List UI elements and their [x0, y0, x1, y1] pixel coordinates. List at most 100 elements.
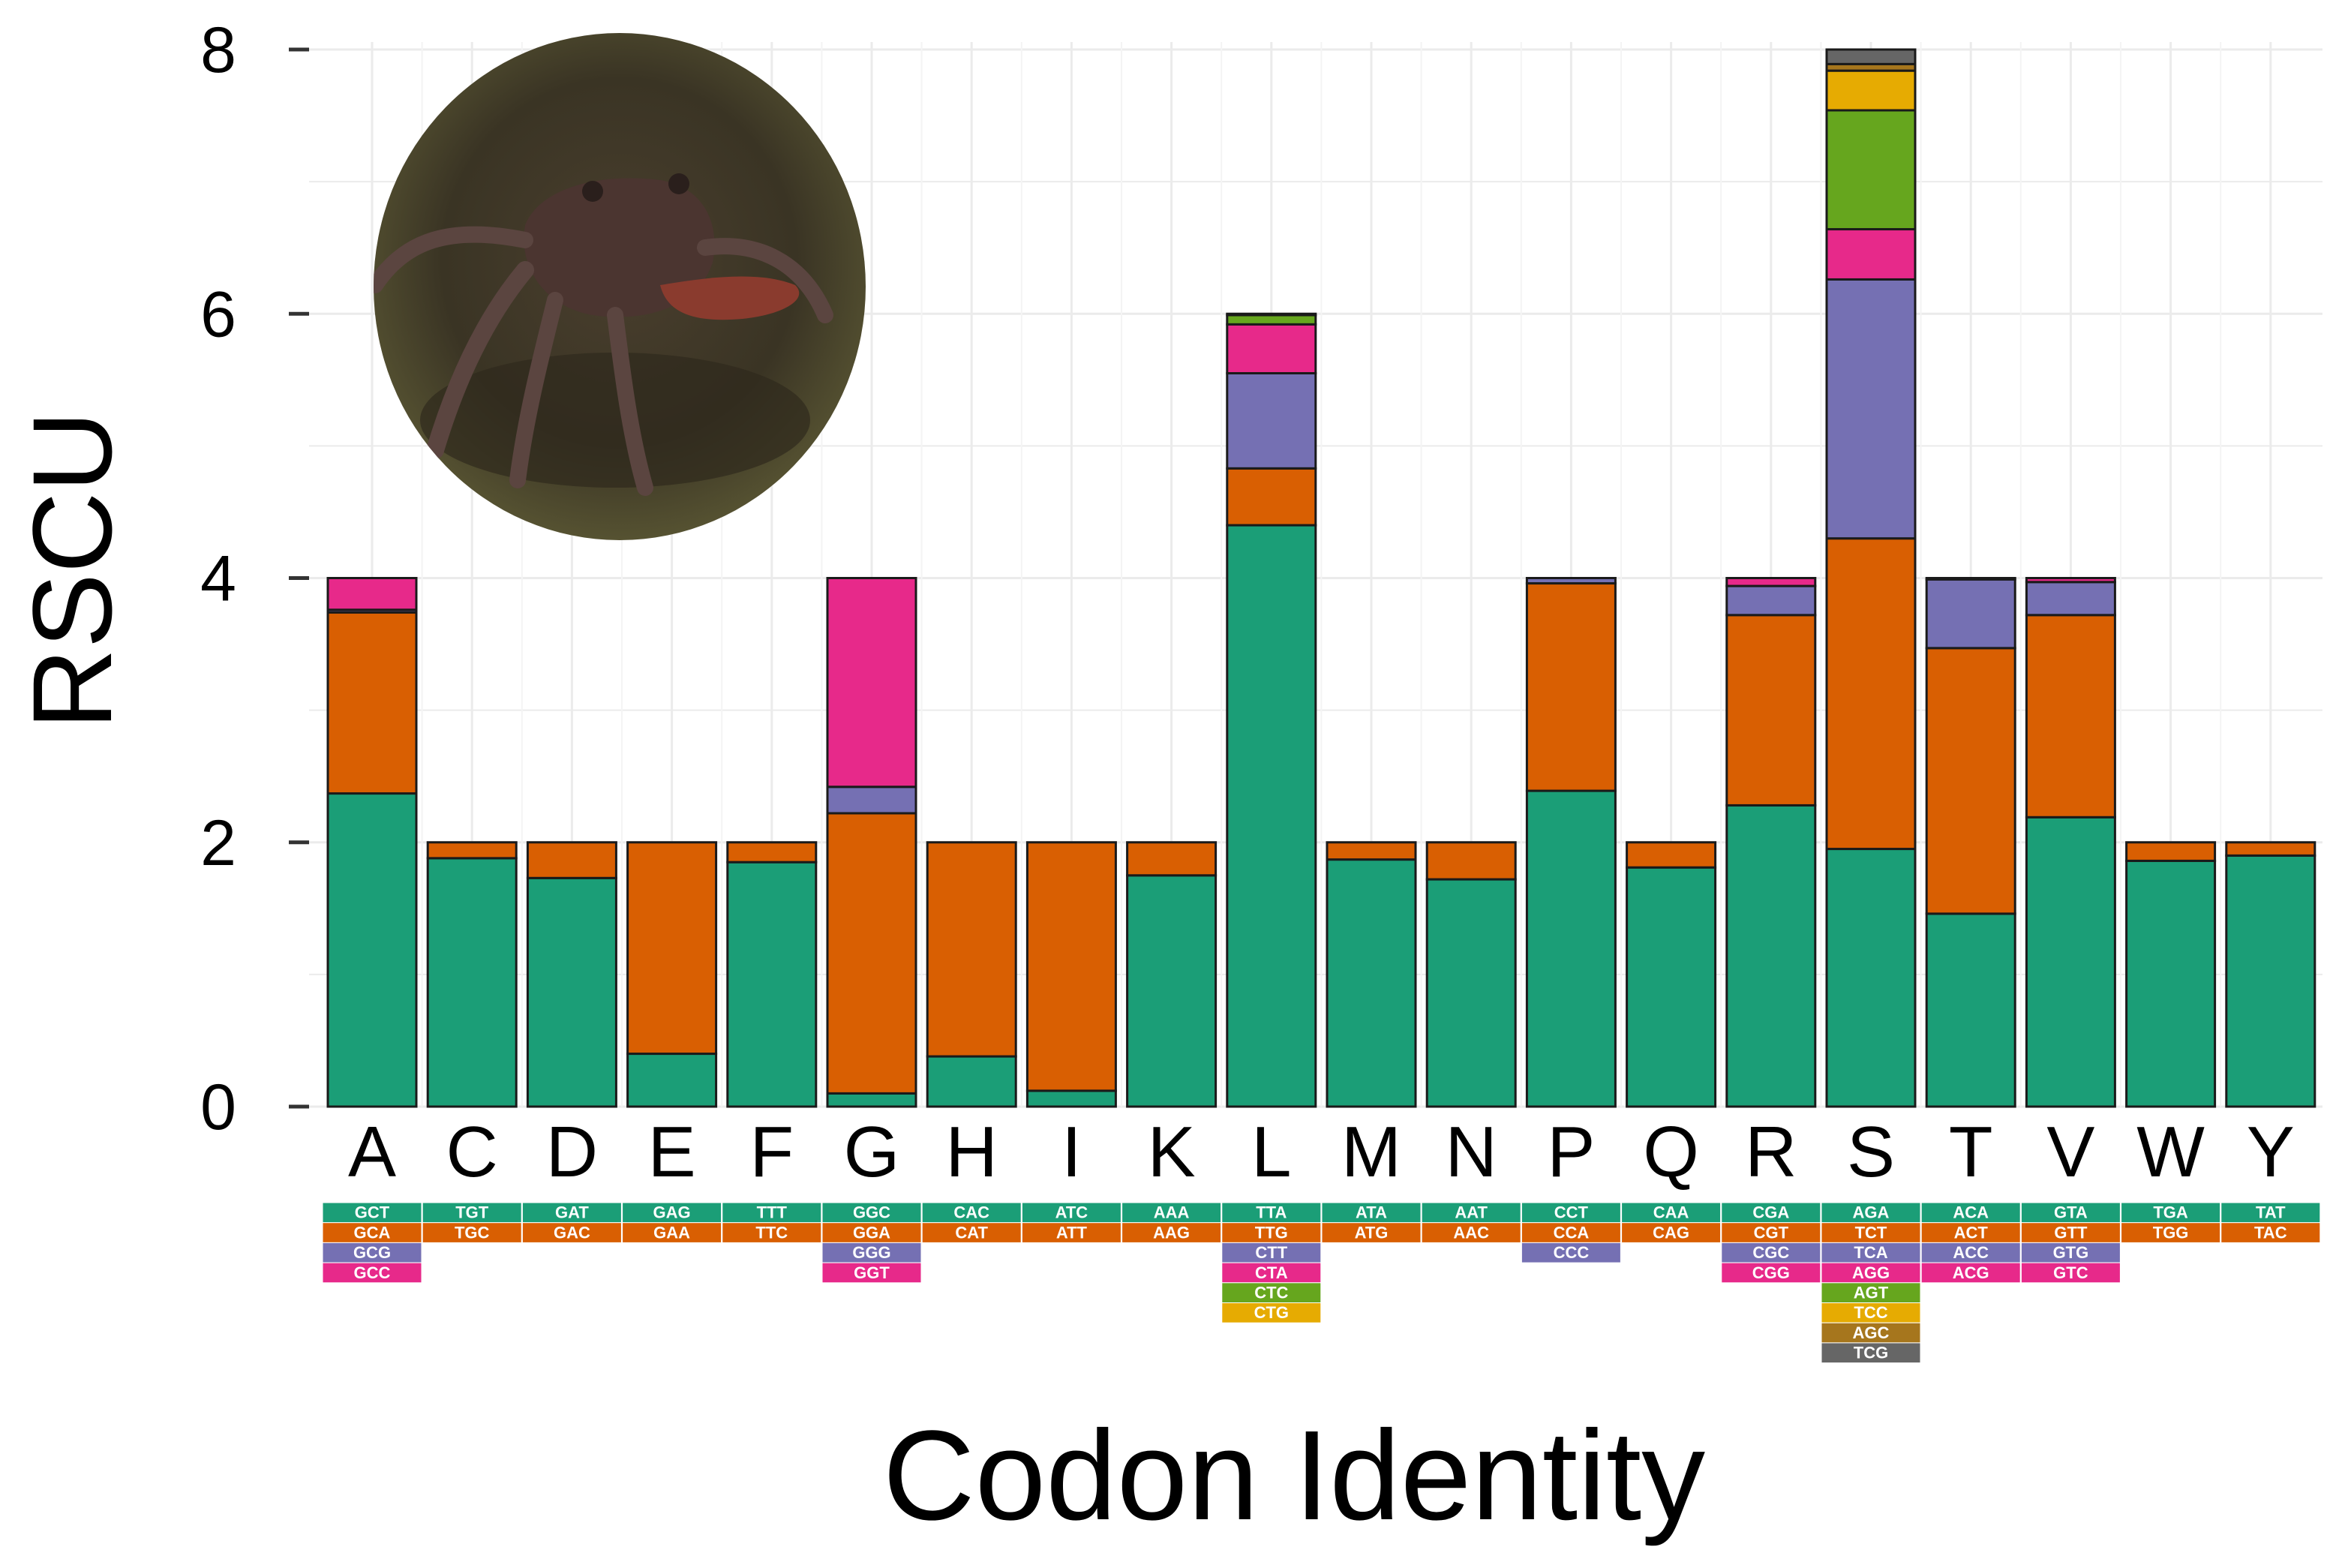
codon-swatch: [1521, 1242, 1621, 1263]
bar-segment: [826, 812, 917, 1095]
bar-segment: [526, 876, 617, 1108]
codon-label: GAA: [653, 1223, 690, 1242]
codon-label: TTG: [1255, 1223, 1288, 1242]
codon-swatch: [1821, 1202, 1921, 1224]
bar-segment: [626, 1053, 718, 1108]
x-tick-label: P: [1547, 1112, 1595, 1192]
codon-swatch: [1421, 1202, 1521, 1224]
bar-segment: [1925, 647, 2016, 915]
codon-label: ACT: [1954, 1223, 1989, 1242]
codon-label: AGA: [1853, 1203, 1890, 1222]
codon-swatch: [1621, 1222, 1722, 1243]
codon-label: TCC: [1854, 1303, 1887, 1322]
bar-segment: [1626, 841, 1717, 869]
bar-segment: [2025, 816, 2116, 1108]
bar-segment: [1326, 858, 1417, 1108]
bar-segment: [1725, 614, 1817, 807]
codon-label: CGC: [1752, 1243, 1789, 1262]
codon-label: GAG: [653, 1203, 691, 1222]
bar-segment: [726, 861, 818, 1108]
codon-swatch: [2220, 1222, 2321, 1243]
codon-swatch: [1121, 1202, 1222, 1224]
codon-label: AAT: [1455, 1203, 1488, 1222]
codon-swatch: [521, 1202, 622, 1224]
bar-segment: [826, 577, 917, 789]
x-tick-label: S: [1847, 1112, 1895, 1192]
bar-segment: [926, 841, 1017, 1058]
codon-swatch: [1221, 1242, 1322, 1263]
codon-swatch: [1621, 1202, 1722, 1224]
bar-segment: [1525, 582, 1617, 792]
codon-swatch: [2020, 1222, 2121, 1243]
codon-swatch: [2121, 1222, 2221, 1243]
bar-segment: [326, 792, 418, 1108]
bar-segment: [2025, 614, 2116, 819]
y-tick-label: 8: [200, 14, 236, 86]
codon-label: CAT: [955, 1223, 988, 1242]
codon-swatch: [1221, 1202, 1322, 1224]
codon-label: GGA: [853, 1223, 890, 1242]
bar-segment: [1825, 48, 1917, 65]
bar-segment: [1425, 841, 1517, 881]
codon-label: CTG: [1254, 1303, 1289, 1322]
codon-label: CCA: [1554, 1223, 1590, 1242]
y-axis-title: RSCU: [9, 410, 135, 729]
x-tick-label: N: [1446, 1112, 1497, 1192]
x-tick-label: M: [1341, 1112, 1401, 1192]
codon-label: ATA: [1356, 1203, 1387, 1222]
codon-label: ATT: [1056, 1223, 1088, 1242]
codon-legend: GCTGCAGCGGCCTGTTGCGATGACGAGGAATTTTTCGGCG…: [322, 1202, 2321, 1364]
codon-label: TCT: [1855, 1223, 1887, 1242]
codon-label: ACC: [1953, 1243, 1989, 1262]
codon-label: CAA: [1653, 1203, 1689, 1222]
codon-label: AAG: [1153, 1223, 1190, 1242]
codon-swatch: [722, 1222, 822, 1243]
bar-segment: [826, 1092, 917, 1108]
codon-label: CGT: [1754, 1223, 1789, 1242]
codon-swatch: [2220, 1202, 2321, 1224]
codon-label: AAC: [1453, 1223, 1489, 1242]
codon-label: TTT: [757, 1203, 788, 1222]
codon-swatch: [821, 1202, 922, 1224]
x-tick-label: H: [946, 1112, 998, 1192]
bar-segment: [1925, 578, 2016, 650]
codon-label: CTT: [1255, 1243, 1287, 1262]
bar-segment: [1825, 69, 1917, 112]
codon-label: GTC: [2053, 1263, 2088, 1282]
codon-label: TAT: [2256, 1203, 2286, 1222]
codon-swatch: [1121, 1222, 1222, 1243]
bar-segment: [1226, 323, 1317, 375]
codon-label: AAA: [1154, 1203, 1190, 1222]
codon-swatch: [1821, 1242, 1921, 1263]
codon-swatch: [1521, 1202, 1621, 1224]
codon-label: CCC: [1554, 1243, 1590, 1262]
codon-swatch: [622, 1222, 722, 1243]
x-tick-label: T: [1949, 1112, 1993, 1192]
codon-label: ACA: [1953, 1203, 1989, 1222]
y-tick-label: 2: [200, 807, 236, 879]
codon-swatch: [1221, 1302, 1322, 1323]
bar-segment: [1226, 372, 1317, 470]
bar-segment: [1126, 841, 1218, 877]
bar-segment: [1725, 584, 1817, 617]
bar-segment: [1025, 1089, 1117, 1108]
bar-segment: [1626, 866, 1717, 1108]
codon-label: GAT: [555, 1203, 589, 1222]
codon-label: TGT: [455, 1203, 489, 1222]
x-tick-label: G: [844, 1112, 900, 1192]
codon-swatch: [1721, 1262, 1821, 1284]
y-tick-label: 0: [200, 1071, 236, 1143]
x-tick-label: V: [2046, 1112, 2094, 1192]
codon-label: GCA: [354, 1223, 391, 1242]
x-tick-label: L: [1251, 1112, 1291, 1192]
codon-swatch: [921, 1222, 1022, 1243]
bar-segment: [626, 841, 718, 1056]
codon-label: TGA: [2153, 1203, 2188, 1222]
x-tick-label: A: [348, 1112, 396, 1192]
bar-segment: [1825, 109, 1917, 231]
codon-swatch: [1021, 1222, 1121, 1243]
codon-label: ATC: [1055, 1203, 1088, 1222]
bar-segment: [1226, 524, 1317, 1108]
codon-swatch: [921, 1202, 1022, 1224]
codon-swatch: [2020, 1262, 2121, 1284]
